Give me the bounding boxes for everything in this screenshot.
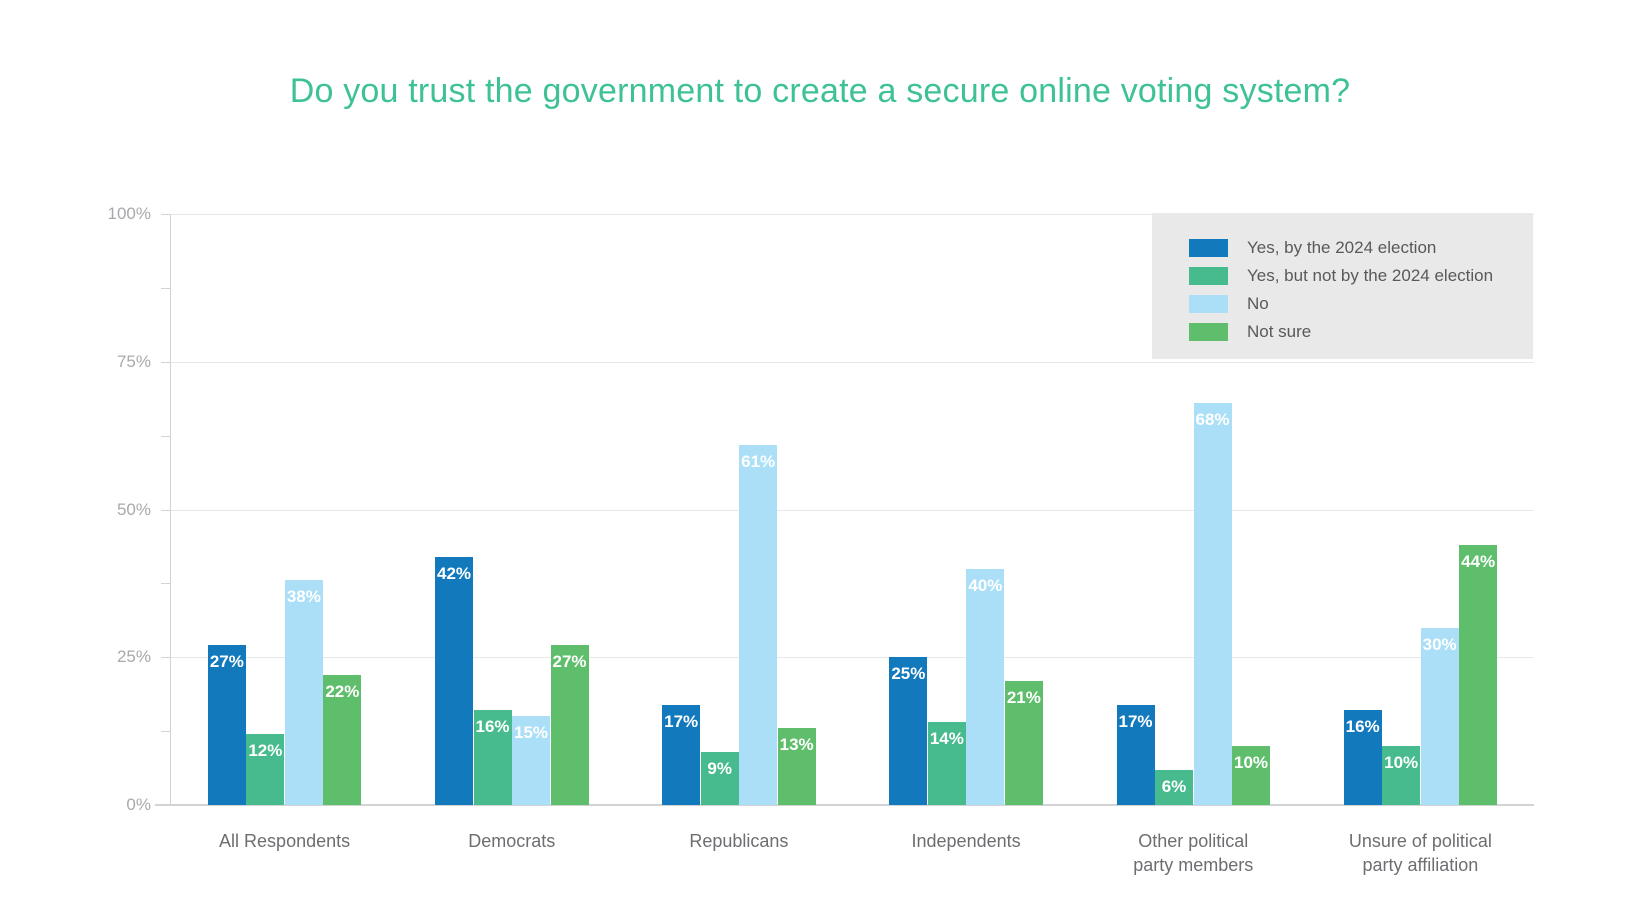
- y-axis-tick: [161, 214, 171, 215]
- category-label: Other political party members: [1133, 831, 1254, 875]
- bar-value-label: 17%: [1118, 711, 1153, 731]
- legend-label: Not sure: [1247, 322, 1312, 341]
- chart-title: Do you trust the government to create a …: [289, 72, 1351, 110]
- bar-1-group-4: 6%: [1155, 769, 1193, 805]
- legend-label: Yes, but not by the 2024 election: [1247, 266, 1494, 285]
- bar-1-group-1: 16%: [473, 710, 512, 805]
- y-axis-tick: [161, 583, 171, 585]
- bar-1-group-0: 12%: [246, 734, 285, 805]
- legend-swatch: [1189, 323, 1228, 341]
- y-axis-tick: [161, 361, 171, 363]
- legend-label: No: [1247, 294, 1269, 313]
- legend-item-1: Yes, but not by the 2024 election: [1189, 262, 1533, 290]
- category-label: Democrats: [468, 831, 556, 851]
- bar-3-group-3: 21%: [1004, 680, 1043, 805]
- bar-value-label: 27%: [209, 652, 244, 672]
- bar-0-group-3: 25%: [889, 657, 928, 805]
- bar-value-label: 10%: [1384, 752, 1419, 772]
- bar-0-group-0: 27%: [207, 645, 246, 805]
- legend-swatch: [1189, 295, 1228, 313]
- bar-0-group-1: 42%: [435, 556, 473, 805]
- category-label: Republicans: [689, 831, 789, 851]
- bar-value-label: 13%: [779, 735, 814, 755]
- bar-1-group-5: 10%: [1382, 745, 1421, 805]
- bar-0-group-4: 17%: [1116, 704, 1155, 805]
- bar-value-label: 15%: [513, 723, 549, 743]
- y-axis-tick: [161, 509, 171, 511]
- bar-2-group-2: 61%: [739, 444, 778, 805]
- bar-value-label: 38%: [286, 587, 321, 607]
- bar-value-label: 27%: [552, 652, 587, 672]
- y-axis-tick-label: 75%: [116, 351, 151, 371]
- bar-value-label: 42%: [436, 563, 472, 583]
- legend-label: Yes, by the 2024 election: [1247, 238, 1437, 257]
- bar-value-label: 16%: [475, 717, 510, 737]
- legend-item-3: Not sure: [1189, 318, 1533, 346]
- legend-swatch: [1189, 267, 1228, 285]
- y-axis-tick-label: 50%: [116, 499, 151, 519]
- legend-swatch: [1189, 239, 1228, 257]
- bar-value-label: 21%: [1006, 687, 1041, 707]
- y-axis-tick-label: 25%: [116, 647, 151, 667]
- y-axis-tick-label: 100%: [107, 204, 151, 223]
- bar-value-label: 17%: [664, 711, 699, 731]
- bar-2-group-3: 40%: [966, 568, 1005, 805]
- bar-0-group-2: 17%: [662, 704, 701, 805]
- gridline: [171, 214, 1534, 215]
- bar-3-group-5: 44%: [1459, 544, 1498, 805]
- bar-value-label: 25%: [891, 664, 926, 684]
- bar-value-label: 44%: [1461, 551, 1496, 571]
- bar-value-label: 9%: [707, 758, 732, 778]
- y-axis-tick: [161, 287, 171, 289]
- bar-value-label: 16%: [1345, 717, 1380, 737]
- bar-value-label: 6%: [1161, 776, 1187, 796]
- bar-0-group-5: 16%: [1343, 710, 1382, 805]
- y-axis-tick: [161, 731, 171, 733]
- bar-3-group-4: 10%: [1232, 745, 1270, 805]
- bar-value-label: 22%: [325, 681, 360, 701]
- plot-area: 0% 25% 50% 75% 100% 27% 12% 38% 22% All Responden…: [108, 204, 1534, 875]
- bar-value-label: 40%: [968, 575, 1003, 595]
- bar-value-label: 61%: [741, 451, 776, 471]
- legend-item-2: No: [1189, 290, 1533, 318]
- x-axis-baseline: [155, 804, 1534, 806]
- bar-3-group-0: 22%: [323, 674, 362, 805]
- bar-value-label: 12%: [248, 741, 283, 761]
- bar-1-group-3: 14%: [927, 722, 966, 805]
- y-axis-tick: [161, 435, 171, 437]
- bar-value-label: 68%: [1195, 410, 1230, 430]
- gridline: [171, 657, 1534, 659]
- bar-1-group-2: 9%: [700, 751, 739, 805]
- bar-2-group-5: 30%: [1420, 627, 1459, 805]
- bar-value-label: 30%: [1422, 634, 1457, 654]
- gridline: [171, 509, 1534, 511]
- legend-item-0: Yes, by the 2024 election: [1189, 234, 1533, 262]
- category-label: Unsure of political party affiliation: [1348, 831, 1492, 875]
- bar-2-group-1: 15%: [512, 716, 550, 805]
- bar-3-group-2: 13%: [777, 728, 816, 805]
- bar-2-group-0: 38%: [284, 580, 323, 805]
- y-axis-tick: [161, 805, 171, 806]
- y-axis-line: [170, 214, 171, 805]
- category-label: Independents: [911, 831, 1021, 851]
- y-axis-tick-label: 0%: [126, 795, 151, 814]
- bar-2-group-4: 68%: [1193, 403, 1232, 805]
- y-axis-tick: [161, 657, 171, 659]
- bar-3-group-1: 27%: [550, 645, 589, 805]
- legend: Yes, by the 2024 election Yes, but not by…: [1152, 213, 1533, 359]
- gridline: [171, 361, 1534, 363]
- bar-value-label: 14%: [929, 729, 964, 749]
- bar-value-label: 10%: [1233, 752, 1269, 772]
- category-label: All Respondents: [219, 831, 351, 851]
